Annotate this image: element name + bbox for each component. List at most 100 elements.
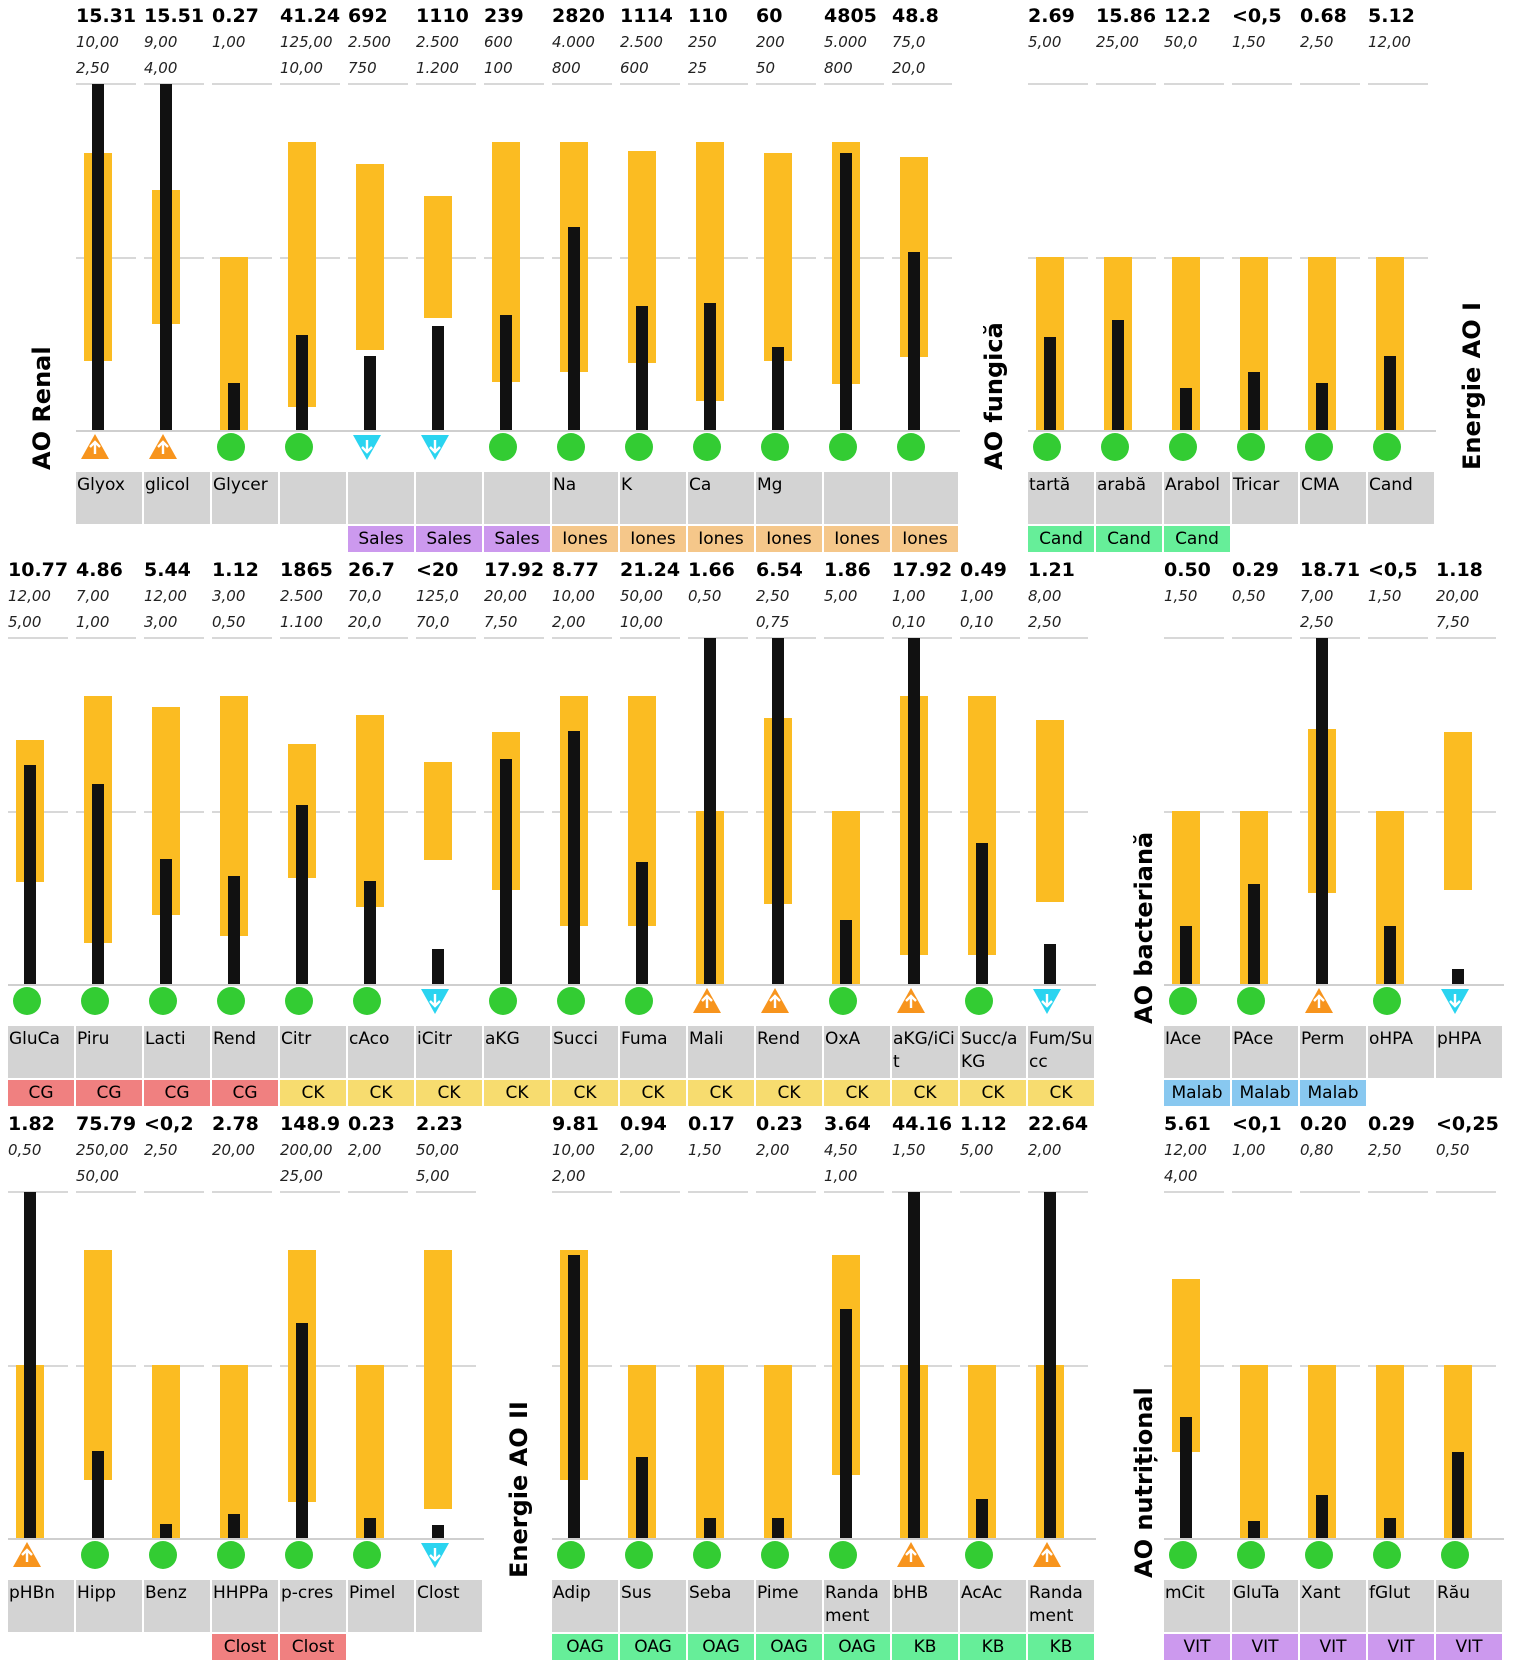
reference-lower: 1.200 [416, 59, 459, 77]
section-title-renal: AO Renal [28, 346, 56, 470]
measured-value-bar [704, 638, 716, 984]
status-normal-icon [828, 986, 858, 1016]
analyte-label: fGlut [1368, 1580, 1434, 1632]
analyte-label: OxA [824, 1026, 890, 1078]
gridline [1164, 83, 1224, 85]
reference-upper: 2,50 [144, 1141, 178, 1159]
baseline [756, 984, 824, 986]
baseline [1232, 1538, 1300, 1540]
reference-range-band [356, 1365, 384, 1538]
baseline [960, 1538, 1028, 1540]
gridline [620, 1191, 680, 1193]
analyte-column: 6.54 2,50 0,75 Rend CK [756, 555, 824, 1107]
baseline [1368, 430, 1436, 432]
analyte-column: 0.29 0,50 PAce Malab [1232, 555, 1300, 1107]
category-tag: Malab [1164, 1080, 1230, 1106]
category-tag: OAG [756, 1634, 822, 1660]
reference-upper: 50,00 [416, 1141, 459, 1159]
analyte-value: 5.44 [144, 559, 191, 581]
analyte-label: IAce [1164, 1026, 1230, 1078]
category-tag: CK [824, 1080, 890, 1106]
measured-value-bar [92, 1450, 104, 1538]
baseline [144, 1538, 212, 1540]
analyte-value: 0.50 [1164, 559, 1211, 581]
category-tag: CK [1028, 1080, 1094, 1106]
status-normal-icon [964, 1540, 994, 1570]
analyte-column: 4805 5.000 800 Iones [824, 1, 892, 553]
section-title-energy-1: Energie AO I [1458, 302, 1486, 470]
reference-upper: 1,50 [1232, 33, 1266, 51]
gridline [76, 637, 136, 639]
measured-value-bar [296, 804, 308, 984]
analyte-value: 12.2 [1164, 5, 1211, 27]
analyte-column: 9.81 10,00 2,00 Adip OAG [552, 1109, 620, 1661]
analyte-value: 692 [348, 5, 388, 27]
analyte-column: 75.79 250,00 50,00 Hipp [76, 1109, 144, 1661]
status-normal-icon [556, 1540, 586, 1570]
baseline [960, 984, 1028, 986]
analyte-column: 0.20 0,80 Xant VIT [1300, 1109, 1368, 1661]
analyte-label: bHB [892, 1580, 958, 1632]
analyte-column: 1.12 5,00 AcAc KB [960, 1109, 1028, 1661]
reference-upper: 1,00 [892, 587, 926, 605]
reference-upper: 5,00 [1028, 33, 1062, 51]
measured-value-bar [1180, 1416, 1192, 1538]
reference-upper: 25,00 [1096, 33, 1139, 51]
analyte-column: 2.78 20,00 HHPPa Clost [212, 1109, 280, 1661]
reference-upper: 2,50 [756, 587, 790, 605]
analyte-column: 12.2 50,0 Arabol Cand [1164, 1, 1232, 553]
baseline [1436, 984, 1504, 986]
analyte-label [416, 472, 482, 524]
gridline [756, 1191, 816, 1193]
reference-range-band [1444, 732, 1472, 890]
measured-value-bar [500, 315, 512, 430]
measured-value-bar [568, 1255, 580, 1538]
status-normal-icon [284, 1540, 314, 1570]
reference-lower: 10,00 [620, 613, 663, 631]
analyte-label: PAce [1232, 1026, 1298, 1078]
status-high-icon [1304, 986, 1334, 1016]
measured-value-bar [636, 305, 648, 430]
gridline [824, 83, 884, 85]
analyte-column: 1110 2.500 1.200 Sales [416, 1, 484, 553]
gridline [348, 637, 408, 639]
analyte-value: 0.29 [1232, 559, 1279, 581]
measured-value-bar [1044, 1192, 1056, 1538]
analyte-value: 48.8 [892, 5, 939, 27]
gridline [1368, 1191, 1428, 1193]
analyte-column: 0.50 1,50 IAce Malab [1164, 555, 1232, 1107]
baseline [280, 430, 348, 432]
measured-value-bar [92, 783, 104, 984]
gridline [756, 637, 816, 639]
gridline [144, 1191, 204, 1193]
analyte-column: 41.24 125,00 10,00 [280, 1, 348, 553]
analyte-column: 0.29 2,50 fGlut VIT [1368, 1109, 1436, 1661]
analyte-value: 2.78 [212, 1113, 259, 1135]
category-tag: OAG [824, 1634, 890, 1660]
reference-upper: 12,00 [8, 587, 51, 605]
analyte-value: 0.20 [1300, 1113, 1347, 1135]
baseline [824, 430, 892, 432]
status-normal-icon [148, 1540, 178, 1570]
analyte-label: iCitr [416, 1026, 482, 1078]
status-normal-icon [964, 986, 994, 1016]
reference-range-band [220, 1365, 248, 1538]
analyte-value: 18.71 [1300, 559, 1361, 581]
status-normal-icon [488, 432, 518, 462]
analyte-label: tartă [1028, 472, 1094, 524]
gridline [484, 83, 544, 85]
reference-lower: 0,10 [960, 613, 994, 631]
status-low-icon [352, 432, 382, 462]
analyte-column: 17.92 20,00 7,50 aKG CK [484, 555, 552, 1107]
category-tag: Malab [1232, 1080, 1298, 1106]
analyte-value: 110 [688, 5, 728, 27]
reference-lower: 2,00 [552, 1167, 586, 1185]
measured-value-bar [976, 1499, 988, 1538]
reference-upper: 125,00 [280, 33, 333, 51]
baseline [552, 430, 620, 432]
analyte-label [484, 472, 550, 524]
reference-upper: 2,00 [348, 1141, 382, 1159]
gridline [484, 637, 544, 639]
status-high-icon [12, 1540, 42, 1570]
